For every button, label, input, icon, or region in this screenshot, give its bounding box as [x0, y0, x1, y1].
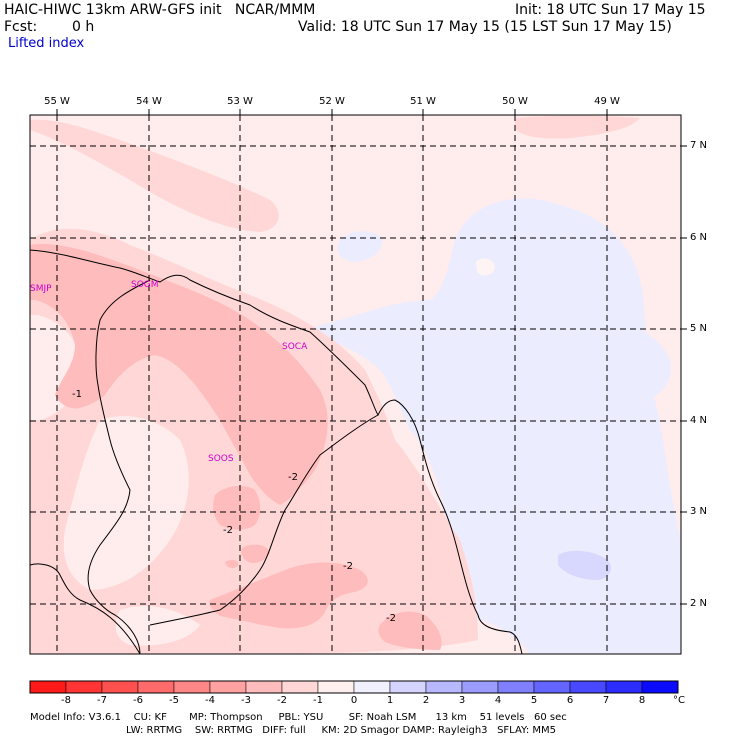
neutral-spot: [476, 258, 495, 276]
colorbar-swatch: [461, 680, 499, 694]
colorbar-swatch: [641, 680, 679, 694]
colorbar-swatch: [425, 680, 463, 694]
colorbar-swatch: [173, 680, 211, 694]
colorbar-swatch: [497, 680, 535, 694]
lon-label: 50 W: [502, 96, 528, 107]
colorbar-swatch: [533, 680, 571, 694]
colorbar-tick-label: 1: [386, 695, 394, 706]
coastline: [29, 249, 523, 655]
lat-label: 7 N: [690, 140, 708, 151]
colorbar-swatch: [353, 680, 391, 694]
lon-label: 52 W: [319, 96, 345, 107]
colorbar-swatch: [245, 680, 283, 694]
colorbar-tick-label: -6: [133, 695, 143, 706]
colorbar-tick-label: -5: [169, 695, 179, 706]
li-band-minus2: [30, 244, 442, 650]
colorbar-tick-label: 0: [350, 695, 358, 706]
colorbar-tick-label: 5: [530, 695, 538, 706]
colorbar-tick-label: -3: [241, 695, 251, 706]
station-soos: SOOS: [208, 454, 234, 464]
colorbar-unit: °C: [673, 695, 685, 706]
colorbar-swatch: [209, 680, 247, 694]
field-name: Lifted index: [8, 36, 85, 51]
lon-label: 55 W: [44, 96, 70, 107]
colorbar-tick-label: 7: [602, 695, 610, 706]
colorbar-tick-label: 2: [422, 695, 430, 706]
positive-li-core: [558, 550, 611, 580]
model-info-line1: Model Info: V3.6.1 CU: KF MP: Thompson P…: [30, 712, 567, 723]
colorbar-swatch: [605, 680, 643, 694]
valid-time: Valid: 18 UTC Sun 17 May 15 (15 LST Sun …: [298, 19, 672, 35]
lon-label: 54 W: [136, 96, 162, 107]
colorbar-tick-label: -1: [313, 695, 323, 706]
station-soca: SOCA: [282, 342, 308, 352]
contour-labels: -1 -2 -2 -2 -2: [72, 389, 396, 624]
lat-label: 3 N: [690, 506, 708, 517]
colorbar-swatch: [101, 680, 139, 694]
forecast-label: Fcst:: [4, 19, 38, 35]
colorbar-tick-label: -4: [205, 695, 215, 706]
map-frame: [29, 114, 682, 655]
contour-label: -2: [386, 613, 396, 624]
contour-label: -1: [72, 389, 82, 400]
colorbar-tick-label: -7: [97, 695, 107, 706]
lon-label: 51 W: [410, 96, 436, 107]
colorbar-tick-label: 3: [458, 695, 466, 706]
colorbar: [29, 680, 679, 694]
graticule: [30, 115, 681, 654]
contour-label: -2: [288, 472, 298, 483]
axis-ticks: [56, 109, 687, 605]
model-info-line2: LW: RRTMG SW: RRTMG DIFF: full KM: 2D Sm…: [126, 725, 556, 736]
lat-label: 6 N: [690, 232, 708, 243]
lon-label: 49 W: [594, 96, 620, 107]
lat-label: 4 N: [690, 415, 708, 426]
colorbar-tick-label: -2: [277, 695, 287, 706]
colorbar-swatch: [317, 680, 355, 694]
model-title: HAIC-HIWC 13km ARW-GFS init NCAR/MMM: [4, 2, 316, 18]
station-sogm: SOGM: [131, 280, 159, 290]
colorbar-tick-label: 4: [494, 695, 502, 706]
station-labels: SMJP SOGM SOCA SOOS: [30, 280, 308, 464]
contour-label: -2: [343, 561, 353, 572]
colorbar-tick-label: 6: [566, 695, 574, 706]
colorbar-tick-label: 8: [638, 695, 646, 706]
colorbar-swatch: [137, 680, 175, 694]
colorbar-swatch: [389, 680, 427, 694]
lat-label: 5 N: [690, 323, 708, 334]
colorbar-swatch: [29, 680, 67, 694]
colorbar-swatch: [569, 680, 607, 694]
lon-label: 53 W: [227, 96, 253, 107]
colorbar-frame: [29, 680, 679, 694]
lat-label: 2 N: [690, 598, 708, 609]
contour-label: -2: [223, 525, 233, 536]
forecast-hour: 0 h: [72, 19, 95, 35]
init-time: Init: 18 UTC Sun 17 May 15: [515, 2, 706, 18]
station-smjp: SMJP: [30, 284, 52, 294]
colorbar-swatch: [65, 680, 103, 694]
colorbar-tick-label: -8: [61, 695, 71, 706]
colorbar-swatch: [281, 680, 319, 694]
